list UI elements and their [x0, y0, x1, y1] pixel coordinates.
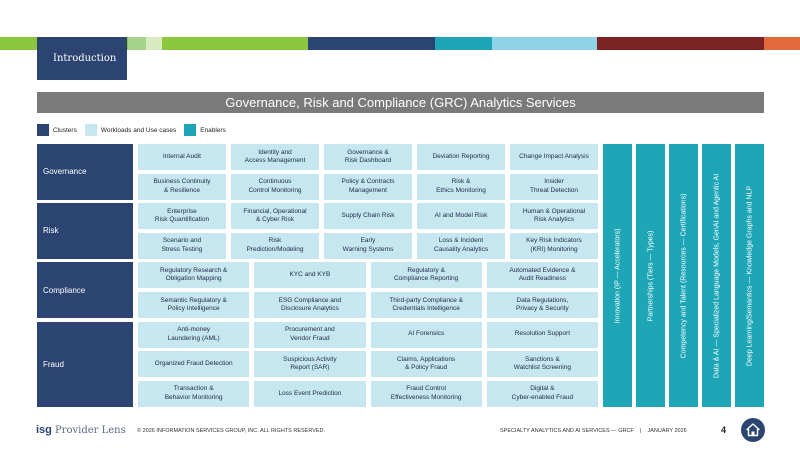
- stripe-segment: [597, 37, 764, 50]
- home-icon: [746, 423, 760, 437]
- top-color-stripe: [0, 37, 800, 50]
- section-tab-introduction[interactable]: Introduction: [37, 37, 127, 80]
- workload-cell: Identity and Access Management: [231, 144, 319, 170]
- cluster-compliance: Compliance: [37, 262, 133, 318]
- workload-cell: AI Forensics: [370, 321, 482, 348]
- workload-cell: Claims, Applications & Policy Fraud: [370, 351, 482, 378]
- workload-cell: Regulatory & Compliance Reporting: [370, 262, 482, 289]
- legend: Clusters Workloads and Use cases Enabler…: [37, 123, 234, 137]
- legend-label-workloads: Workloads and Use cases: [100, 126, 177, 134]
- workload-cell: Transaction & Behavior Monitoring: [138, 380, 250, 407]
- stripe-segment: [764, 37, 800, 50]
- section-tab-label: Introduction: [53, 53, 117, 64]
- workload-cell: Digital & Cyber-enabled Fraud: [486, 380, 598, 407]
- legend-item-workloads: Workloads and Use cases: [84, 124, 177, 136]
- footer-date: JANUARY 2026: [647, 428, 687, 434]
- workload-cell: Human & Operational Risk Analytics: [510, 203, 598, 230]
- stripe-segment: [128, 37, 146, 50]
- enabler-label: Data & AI — Specialized Language Models,…: [713, 173, 720, 378]
- legend-item-enablers: Enablers: [184, 124, 226, 136]
- workload-cell: Procurement and Vendor Fraud: [254, 321, 366, 348]
- workload-cell: Loss & Incident Causality Analytics: [417, 232, 505, 259]
- workload-cell: Key Risk Indicators (KRI) Monitoring: [510, 232, 598, 259]
- workload-cell: Internal Audit: [138, 144, 226, 170]
- workload-cell: Data Regulations, Privacy & Security: [486, 292, 598, 318]
- workload-cell: Regulatory Research & Obligation Mapping: [138, 262, 250, 289]
- workload-cell: Policy & Contracts Management: [324, 173, 412, 200]
- enabler-column: Deep Learning/Semantics — Knowledge Grap…: [735, 144, 764, 407]
- workload-cell: Governance & Risk Dashboard: [324, 144, 412, 170]
- footer-separator: |: [639, 428, 642, 434]
- enabler-label: Competency and Talent (Resources — Certi…: [680, 193, 687, 358]
- workload-cell: Fraud Control Effectiveness Monitoring: [370, 380, 482, 407]
- workload-cell: Financial, Operational & Cyber Risk: [231, 203, 319, 230]
- legend-item-clusters: Clusters: [37, 124, 77, 136]
- workload-cell: Automated Evidence & Audit Readiness: [486, 262, 598, 289]
- workload-cell: Third-party Compliance & Credentials Int…: [370, 292, 482, 318]
- footer-report-name: SPECIALTY ANALYTICS AND AI SERVICES — GR…: [500, 428, 634, 434]
- page-number: 4: [721, 425, 727, 435]
- workload-cell: Sanctions & Watchlist Screening: [486, 351, 598, 378]
- workload-cell: AI and Model Risk: [417, 203, 505, 230]
- legend-swatch-enablers: [184, 124, 197, 136]
- page-title-text: Governance, Risk and Compliance (GRC) An…: [225, 95, 576, 110]
- workload-cell: Deviation Reporting: [417, 144, 505, 170]
- stripe-segment: [308, 37, 435, 50]
- workload-cell: Enterprise Risk Quantification: [138, 203, 226, 230]
- workload-cell: Loss Event Prediction: [254, 380, 366, 407]
- workload-cell: Anti-money Laundering (AML): [138, 321, 250, 348]
- legend-label-clusters: Clusters: [53, 126, 77, 134]
- workload-cell: Semantic Regulatory & Policy Intelligenc…: [138, 292, 250, 318]
- legend-swatch-clusters: [37, 124, 49, 136]
- workload-cell: Early Warning Systems: [324, 232, 412, 259]
- workload-cell: Change Impact Analysis: [510, 144, 598, 170]
- cluster-governance: Governance: [37, 144, 133, 200]
- enabler-column: Partnerships (Tiers — Types): [636, 144, 665, 407]
- workload-cell: Organized Fraud Detection: [138, 351, 250, 378]
- cluster-risk: Risk: [37, 203, 133, 259]
- logo-isg: isg: [36, 424, 52, 436]
- cluster-fraud: Fraud: [37, 321, 133, 407]
- home-button[interactable]: [741, 418, 765, 442]
- logo-provider-lens: Provider Lens: [54, 425, 126, 436]
- stripe-segment: [162, 37, 308, 50]
- enabler-label: Deep Learning/Semantics — Knowledge Grap…: [746, 185, 753, 366]
- workload-cell: Supply Chain Risk: [324, 203, 412, 230]
- footer-report-info: SPECIALTY ANALYTICS AND AI SERVICES — GR…: [500, 428, 687, 434]
- legend-label-enablers: Enablers: [200, 126, 226, 134]
- workload-cell: Resolution Support: [486, 321, 598, 348]
- workload-cell: ESG Compliance and Disclosure Analytics: [254, 292, 366, 318]
- legend-swatch-workloads: [84, 124, 97, 136]
- workload-cell: Risk & Ethics Monitoring: [417, 173, 505, 200]
- stripe-segment: [435, 37, 492, 50]
- workload-cell: Suspicious Activity Report (SAR): [254, 351, 366, 378]
- workload-cell: Insider Threat Detection: [510, 173, 598, 200]
- stripe-segment: [492, 37, 597, 50]
- enabler-label: Innovation (IP — Accelerators): [614, 228, 621, 323]
- workload-cell: Business Continuity & Resilience: [138, 173, 226, 200]
- enabler-column: Data & AI — Specialized Language Models,…: [702, 144, 731, 407]
- workload-cell: KYC and KYB: [254, 262, 366, 289]
- enabler-column: Competency and Talent (Resources — Certi…: [669, 144, 698, 407]
- workload-cell: Scenario and Stress Testing: [138, 232, 226, 259]
- copyright-text: © 2026 INFORMATION SERVICES GROUP, INC. …: [137, 428, 326, 434]
- workload-cell: Continuous Control Monitoring: [231, 173, 319, 200]
- page-title: Governance, Risk and Compliance (GRC) An…: [37, 92, 764, 113]
- enabler-column: Innovation (IP — Accelerators): [603, 144, 632, 407]
- isg-provider-lens-logo: isg Provider Lens: [36, 424, 126, 436]
- enabler-label: Partnerships (Tiers — Types): [647, 230, 654, 321]
- stripe-segment: [146, 37, 162, 50]
- workload-cell: Risk Prediction/Modeling: [231, 232, 319, 259]
